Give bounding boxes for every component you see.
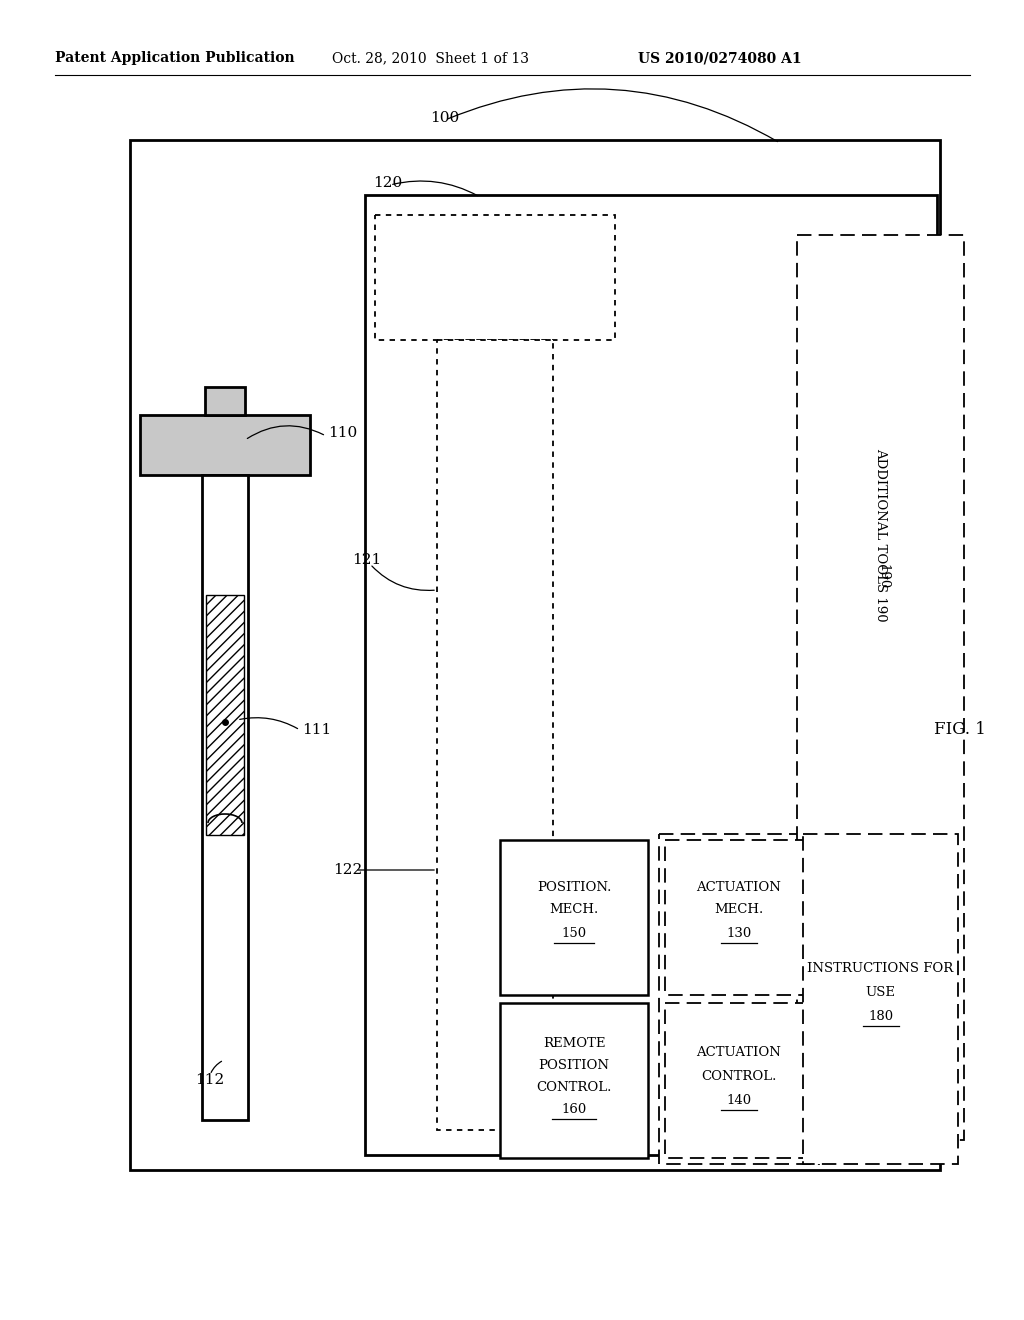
Text: ADDITIONAL TOOLS 190: ADDITIONAL TOOLS 190	[874, 447, 887, 622]
Text: MECH.: MECH.	[549, 903, 599, 916]
Text: CONTROL.: CONTROL.	[537, 1081, 611, 1094]
Text: 160: 160	[561, 1104, 587, 1115]
Text: 121: 121	[352, 553, 381, 568]
Text: POSITION: POSITION	[539, 1059, 609, 1072]
Text: 120: 120	[373, 176, 402, 190]
Bar	[797, 235, 964, 1140]
Bar	[500, 840, 648, 995]
Bar	[665, 840, 813, 995]
Text: CONTROL.: CONTROL.	[701, 1071, 776, 1082]
Bar	[659, 834, 819, 1164]
Text: 112: 112	[195, 1073, 224, 1086]
Text: 180: 180	[868, 1011, 893, 1023]
Bar	[202, 475, 248, 1119]
Text: 150: 150	[561, 927, 587, 940]
Text: FIG. 1: FIG. 1	[934, 722, 986, 738]
Text: POSITION.: POSITION.	[537, 880, 611, 894]
Text: ACTUATION: ACTUATION	[696, 880, 781, 894]
Text: Patent Application Publication: Patent Application Publication	[55, 51, 295, 65]
Bar	[130, 140, 940, 1170]
Text: Oct. 28, 2010  Sheet 1 of 13: Oct. 28, 2010 Sheet 1 of 13	[332, 51, 528, 65]
Text: REMOTE: REMOTE	[543, 1038, 605, 1049]
Text: 190: 190	[876, 564, 889, 589]
Text: MECH.: MECH.	[715, 903, 764, 916]
Bar	[365, 195, 937, 1155]
Bar	[375, 215, 615, 341]
Text: 130: 130	[726, 927, 752, 940]
Text: ACTUATION: ACTUATION	[696, 1045, 781, 1059]
Text: USE: USE	[865, 986, 896, 999]
Bar	[803, 834, 958, 1164]
Bar	[206, 595, 244, 836]
Text: 110: 110	[328, 426, 357, 440]
Bar	[140, 414, 310, 475]
Text: 122: 122	[333, 863, 362, 876]
Text: 100: 100	[430, 111, 459, 125]
Bar	[665, 1003, 813, 1158]
Text: INSTRUCTIONS FOR: INSTRUCTIONS FOR	[807, 962, 953, 975]
Bar	[437, 341, 553, 1130]
Bar	[500, 1003, 648, 1158]
Text: 140: 140	[726, 1094, 752, 1107]
Text: 111: 111	[302, 723, 331, 737]
Text: US 2010/0274080 A1: US 2010/0274080 A1	[638, 51, 802, 65]
Bar	[205, 387, 245, 414]
